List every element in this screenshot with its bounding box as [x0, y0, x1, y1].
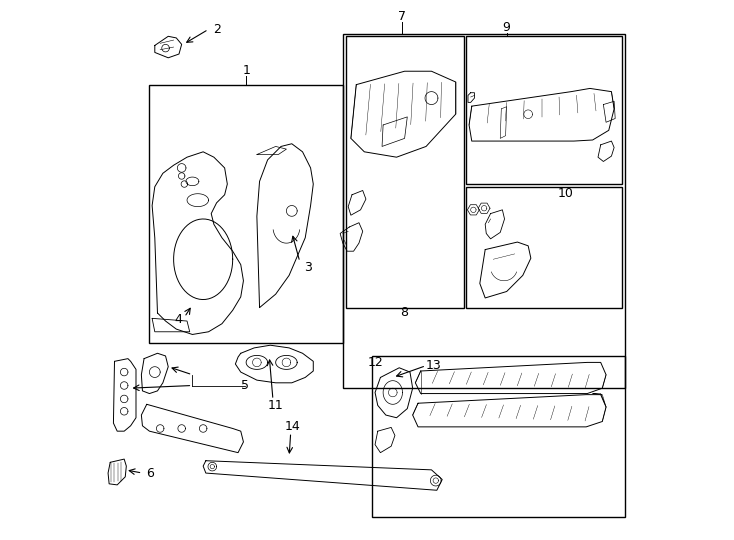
- Text: 14: 14: [285, 420, 301, 434]
- Text: 10: 10: [558, 187, 574, 200]
- Text: 1: 1: [242, 64, 250, 77]
- Text: 13: 13: [426, 359, 441, 372]
- Text: 5: 5: [241, 379, 249, 392]
- Bar: [343, 33, 625, 388]
- Text: 9: 9: [503, 21, 511, 33]
- Text: 7: 7: [398, 10, 406, 23]
- Bar: [466, 187, 622, 308]
- Bar: [150, 85, 343, 342]
- Text: 3: 3: [304, 261, 312, 274]
- Text: 2: 2: [213, 23, 220, 36]
- Text: 8: 8: [401, 307, 409, 320]
- Bar: [372, 356, 625, 517]
- Text: 4: 4: [174, 313, 182, 326]
- Text: 6: 6: [147, 467, 154, 480]
- Bar: [346, 36, 464, 308]
- Bar: [466, 36, 622, 184]
- Text: 12: 12: [367, 356, 383, 369]
- Text: 11: 11: [268, 399, 283, 412]
